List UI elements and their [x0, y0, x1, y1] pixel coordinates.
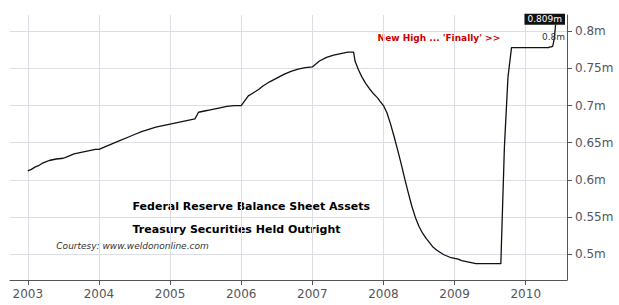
svg-text:0.75m: 0.75m: [575, 61, 613, 75]
svg-text:0.809m: 0.809m: [527, 14, 562, 24]
svg-text:0.8m: 0.8m: [542, 32, 565, 42]
svg-text:0.8m: 0.8m: [575, 24, 606, 38]
svg-text:2008: 2008: [368, 287, 399, 301]
svg-text:Federal Reserve Balance Sheet: Federal Reserve Balance Sheet Assets: [133, 200, 371, 213]
svg-text:New High ... 'Finally' >>: New High ... 'Finally' >>: [378, 33, 501, 43]
svg-text:0.7m: 0.7m: [575, 99, 606, 113]
svg-text:2005: 2005: [155, 287, 186, 301]
svg-text:0.65m: 0.65m: [575, 136, 613, 150]
svg-text:2006: 2006: [226, 287, 257, 301]
svg-text:0.6m: 0.6m: [575, 173, 606, 187]
svg-text:2003: 2003: [13, 287, 44, 301]
svg-text:Treasury Securities Held Outri: Treasury Securities Held Outright: [133, 223, 341, 236]
svg-text:2009: 2009: [439, 287, 470, 301]
svg-text:2007: 2007: [297, 287, 328, 301]
svg-text:2004: 2004: [84, 287, 115, 301]
svg-text:2010: 2010: [510, 287, 541, 301]
svg-text:Courtesy: www.weldononline.com: Courtesy: www.weldononline.com: [56, 241, 209, 251]
svg-text:0.55m: 0.55m: [575, 210, 613, 224]
svg-text:0.5m: 0.5m: [575, 247, 606, 261]
